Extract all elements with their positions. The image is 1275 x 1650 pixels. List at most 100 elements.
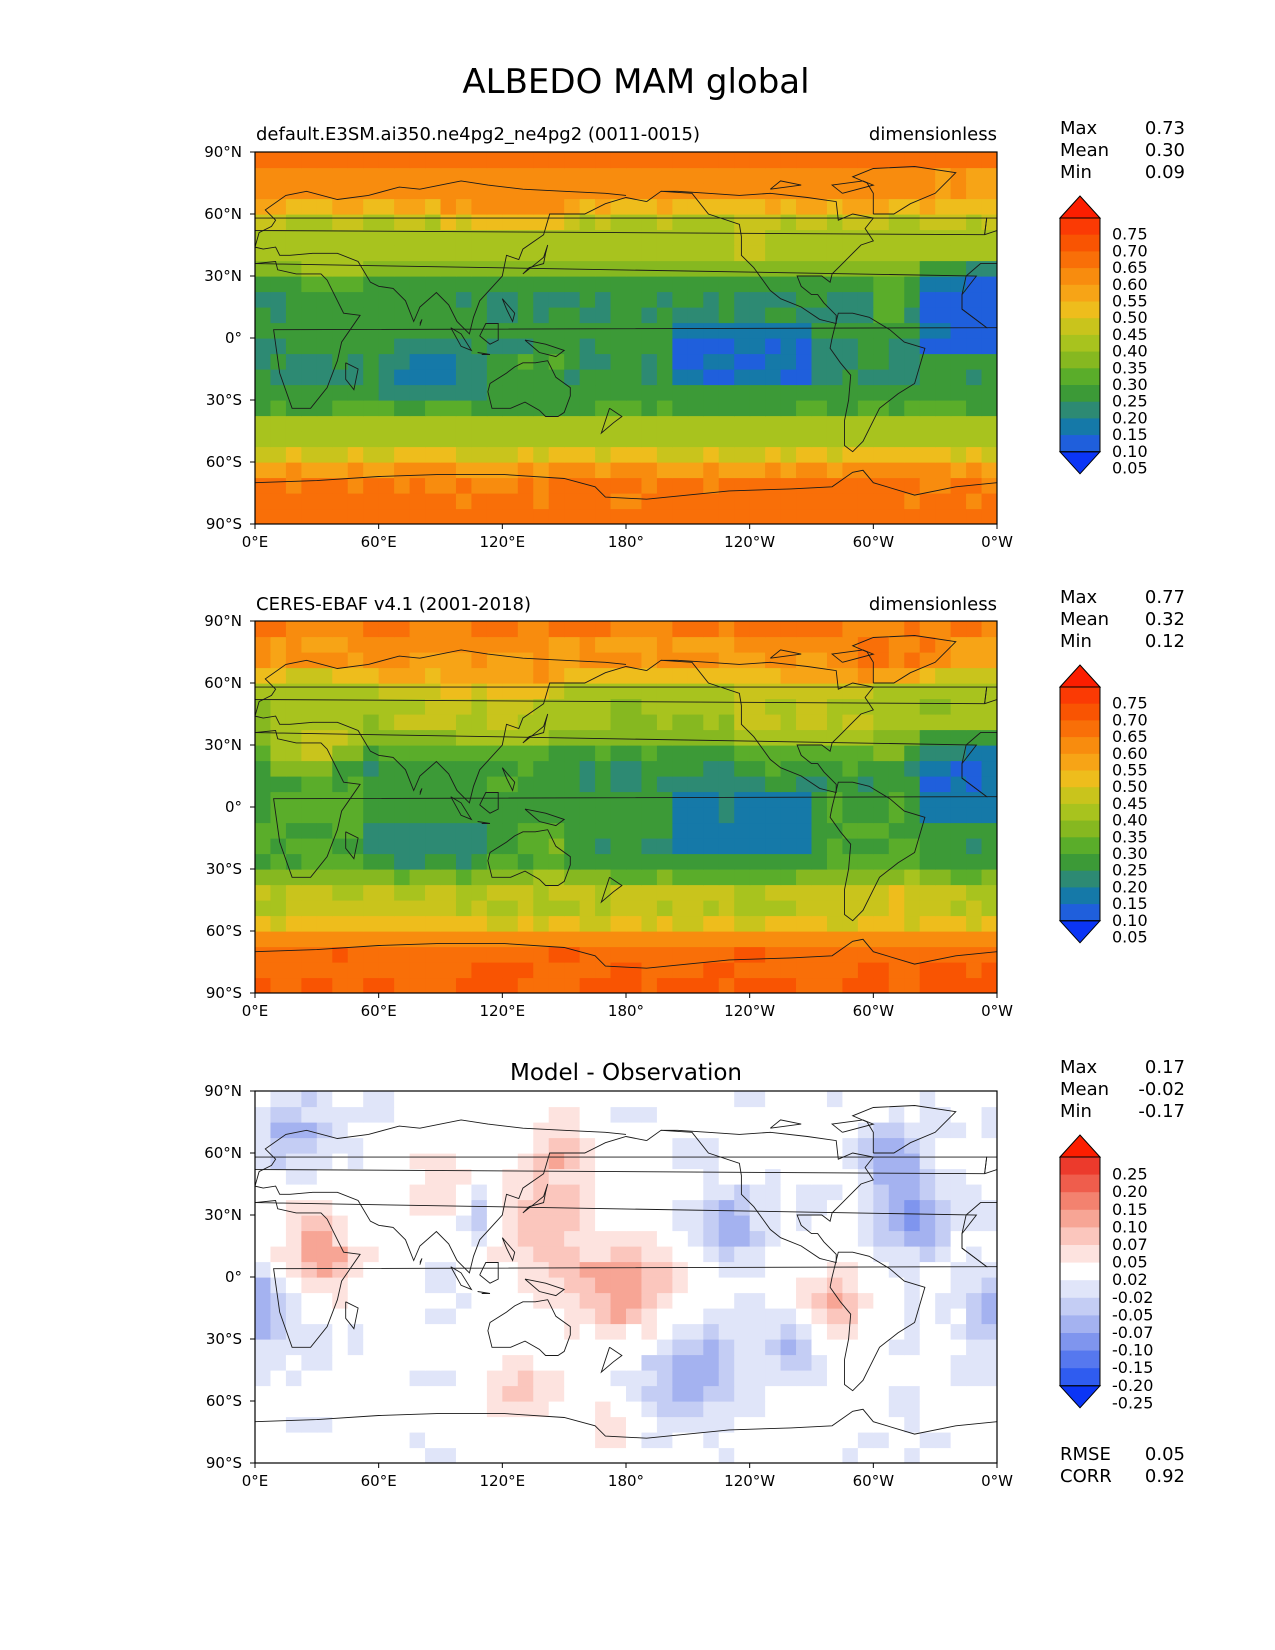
grid-cell [316, 229, 333, 246]
grid-cell [780, 745, 797, 762]
grid-cell [502, 1199, 519, 1216]
grid-cell [826, 1215, 844, 1232]
grid-cell [703, 838, 720, 855]
grid-cell [270, 838, 287, 855]
grid-cell [533, 198, 550, 215]
grid-cell [471, 1370, 488, 1387]
grid-cell [687, 698, 704, 715]
y-tick-label: 90°S [206, 1454, 242, 1472]
grid-cell [749, 1447, 766, 1463]
coastline [524, 339, 566, 358]
grid-cell [378, 683, 395, 700]
grid-cell [857, 1184, 874, 1201]
grid-cell [332, 400, 349, 417]
grid-cell [425, 776, 442, 793]
coastline [479, 323, 499, 345]
grid-cell [548, 446, 565, 463]
grid-cell [703, 1339, 720, 1356]
grid-cell [796, 508, 813, 524]
grid-cell [270, 493, 287, 510]
grid-cell [765, 776, 782, 793]
grid-cell [440, 962, 457, 979]
grid-cell [950, 1277, 967, 1294]
grid-cell [347, 1323, 364, 1340]
grid-cell [255, 838, 272, 855]
grid-cell [347, 400, 364, 417]
grid-cell [919, 152, 936, 169]
grid-cell [409, 791, 426, 808]
grid-cell [425, 1370, 442, 1387]
grid-cell [888, 369, 905, 386]
grid-cell [332, 1215, 349, 1232]
grid-cell [378, 322, 395, 339]
grid-cell [378, 791, 395, 808]
grid-cell [579, 1246, 596, 1263]
grid-cell [718, 776, 735, 793]
grid-cell [950, 1168, 967, 1185]
grid-cell [765, 1447, 782, 1463]
colorbar-label: 0.75 [1112, 225, 1148, 244]
grid-cell [455, 760, 473, 777]
grid-cell [765, 900, 782, 917]
grid-cell [873, 338, 890, 355]
grid-cell [378, 291, 395, 308]
grid-cell [486, 1137, 503, 1154]
grid-cell [765, 462, 782, 479]
grid-cell [363, 915, 380, 932]
grid-cell [502, 683, 519, 700]
grid-cell [734, 415, 751, 432]
grid-cell [363, 1122, 380, 1139]
grid-cell [378, 1106, 395, 1123]
grid-cell [718, 1354, 735, 1371]
grid-cell [780, 198, 797, 215]
grid-cell [517, 652, 534, 669]
grid-cell [966, 1215, 983, 1232]
grid-cell [811, 667, 828, 684]
grid-cell [641, 167, 658, 184]
grid-cell [749, 621, 766, 638]
grid-cell [255, 1339, 272, 1356]
grid-cell [347, 493, 364, 510]
grid-cell [610, 838, 627, 855]
grid-cell [656, 729, 673, 746]
colorbar-segment [1060, 1315, 1100, 1334]
grid-cell [796, 1137, 813, 1154]
grid-cell [950, 1106, 967, 1123]
grid-cell [548, 291, 565, 308]
grid-cell [394, 1354, 411, 1371]
grid-cell [626, 621, 643, 638]
grid-cell [796, 260, 813, 277]
stat-min-label: Min [1060, 1101, 1092, 1122]
grid-cell [904, 667, 921, 684]
grid-cell [564, 229, 581, 246]
grid-cell [363, 462, 380, 479]
grid-cell [734, 931, 751, 948]
panel-center-title: Model - Observation [510, 1060, 742, 1086]
grid-cell [950, 745, 967, 762]
grid-cell [981, 977, 997, 993]
grid-cell [718, 729, 735, 746]
grid-cell [471, 977, 488, 993]
grid-cell [378, 776, 395, 793]
grid-cell [857, 291, 874, 308]
grid-cell [734, 1261, 751, 1278]
grid-cell [579, 931, 596, 948]
grid-cell [440, 167, 457, 184]
grid-cell [950, 1215, 967, 1232]
grid-cell [641, 1447, 658, 1463]
grid-cell [718, 1168, 735, 1185]
grid-cell [641, 1215, 658, 1232]
grid-cell [394, 1168, 411, 1185]
grid-cell [564, 946, 581, 963]
grid-cell [316, 322, 333, 339]
grid-cell [966, 838, 983, 855]
grid-cell [919, 353, 936, 370]
grid-cell [641, 1401, 658, 1418]
grid-cell [394, 1447, 411, 1463]
grid-cell [440, 446, 457, 463]
grid-cell [842, 493, 859, 510]
grid-cell [548, 229, 565, 246]
grid-cell [842, 1292, 859, 1309]
grid-cell [749, 276, 766, 293]
grid-cell [440, 1432, 457, 1449]
